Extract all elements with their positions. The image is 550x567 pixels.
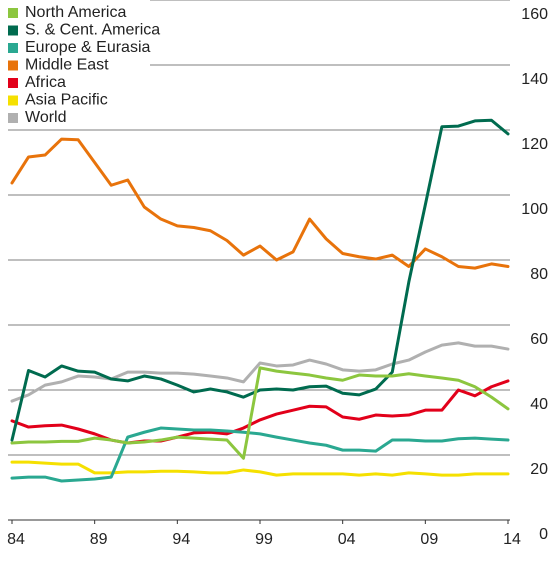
legend-label: S. & Cent. America: [25, 22, 160, 39]
series-line: [10, 341, 510, 403]
legend-label: Middle East: [25, 57, 109, 74]
x-tick-label: 04: [338, 531, 356, 548]
x-tick-label: 09: [420, 531, 438, 548]
y-tick-label: 80: [530, 266, 548, 283]
legend-label: Europe & Eurasia: [25, 39, 151, 56]
series-line: [10, 137, 510, 270]
series-line: [10, 366, 510, 460]
x-tick-label: 99: [255, 531, 273, 548]
legend-swatch: [8, 8, 18, 18]
series-line: [10, 118, 510, 442]
legend-label: Asia Pacific: [25, 92, 108, 109]
x-tick-label: 94: [172, 531, 190, 548]
legend-swatch: [8, 43, 18, 53]
series-line: [10, 379, 510, 445]
x-tick-label: 89: [90, 531, 108, 548]
y-tick-label: 140: [521, 71, 548, 88]
legend-swatch: [8, 78, 18, 88]
legend-label: Africa: [25, 74, 66, 91]
legend-background: [0, 0, 150, 127]
y-tick-label: 120: [521, 136, 548, 153]
y-tick-label: 60: [530, 331, 548, 348]
y-tick-label: 40: [530, 396, 548, 413]
legend-label: World: [25, 109, 67, 126]
legend-swatch: [8, 60, 18, 71]
legend-swatch: [8, 25, 18, 36]
y-tick-label: 160: [521, 6, 548, 23]
series-line: [10, 460, 510, 477]
x-tick-label: 84: [7, 531, 25, 548]
y-tick-label: 0: [539, 526, 548, 543]
legend-label: North America: [25, 4, 126, 21]
legend-swatch: [8, 95, 18, 106]
series-line: [10, 426, 510, 483]
y-tick-label: 100: [521, 201, 548, 218]
x-tick-label: 14: [503, 531, 521, 548]
y-tick-label: 20: [530, 461, 548, 478]
legend-swatch: [8, 113, 18, 123]
